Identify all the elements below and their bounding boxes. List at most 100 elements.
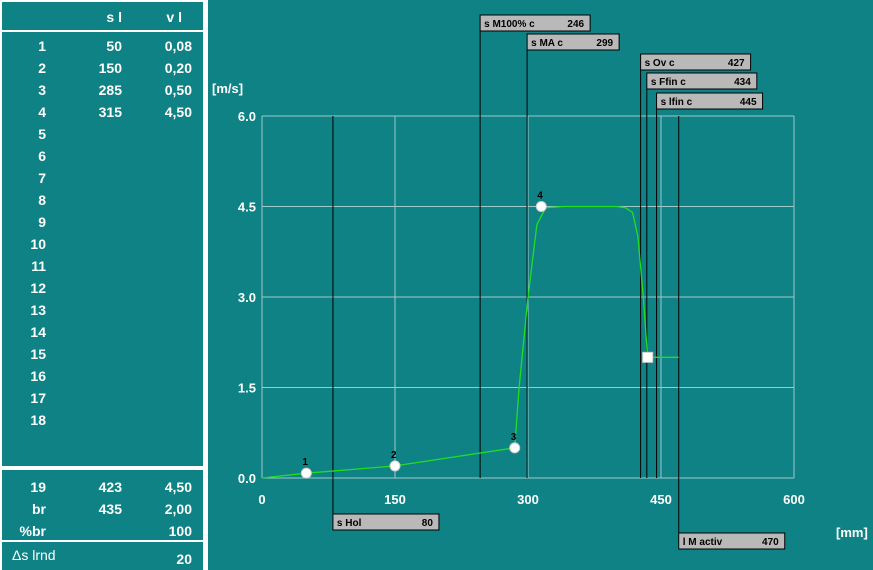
table-row[interactable]: br 435 2,00 (2, 501, 203, 523)
y-tick-label: 6.0 (238, 109, 256, 124)
table-row[interactable]: %br 100 (2, 523, 203, 545)
row-s-value[interactable]: 315 (98, 104, 122, 120)
row-index: 10 (30, 236, 46, 252)
x-tick-label: 600 (783, 492, 805, 507)
profile-point[interactable] (389, 460, 401, 472)
table-row[interactable]: 2 150 0,20 (2, 60, 203, 82)
marker-tag-box[interactable] (332, 513, 440, 531)
marker-tag-label: s lfin c (661, 97, 693, 108)
row-index: 18 (30, 412, 46, 428)
marker-tag[interactable]: s Hol 80 (332, 513, 440, 531)
row-v-value[interactable]: 0,08 (164, 38, 192, 54)
row-index: 1 (38, 38, 46, 54)
table-row[interactable]: 14 (2, 324, 203, 346)
row-index: 15 (30, 346, 46, 362)
chart-canvas: 0 150 300 450 600 0.0 1.5 3.0 4.5 6.0 [m/s] [mm] s M… (212, 14, 868, 550)
y-tick-label: 3.0 (238, 290, 256, 305)
marker-tag-box[interactable] (640, 53, 752, 71)
velocity-curve (261, 205, 679, 479)
marker-tag-label: s M100% c (484, 19, 535, 30)
profile-point-label: 2 (391, 450, 397, 461)
lrnd-value[interactable]: 20 (176, 551, 192, 567)
row-index: 5 (38, 126, 46, 142)
marker-tag-value: 445 (740, 97, 757, 108)
y-tick-label: 4.5 (238, 200, 256, 215)
table-row[interactable]: 15 (2, 346, 203, 368)
row-label: %br (19, 523, 46, 539)
marker-tag[interactable]: s lfin c 445 (656, 92, 764, 110)
x-tick-label: 300 (517, 492, 539, 507)
marker-tag[interactable]: l M activ 470 (678, 532, 786, 550)
table-row[interactable]: 18 (2, 412, 203, 434)
brake-point[interactable] (642, 351, 654, 363)
profile-point[interactable] (300, 467, 312, 479)
marker-tag-box[interactable] (646, 72, 758, 90)
row-v-value[interactable]: 0,50 (164, 82, 192, 98)
table-row[interactable]: 16 (2, 368, 203, 390)
marker-tag-value: 427 (728, 58, 745, 69)
marker-tag[interactable]: s MA c 299 (526, 33, 620, 51)
profile-point-label: 4 (537, 191, 543, 202)
row-index: 4 (38, 104, 46, 120)
marker-tag-box[interactable] (678, 532, 786, 550)
profile-point[interactable] (509, 442, 521, 454)
profile-point[interactable] (535, 201, 547, 212)
row-v-value[interactable]: 100 (168, 523, 192, 539)
marker-tag[interactable]: s Ffin c 434 (646, 72, 758, 90)
table-header: s l v l (2, 2, 203, 30)
table-row[interactable]: 17 (2, 390, 203, 412)
table-row[interactable]: 12 (2, 280, 203, 302)
row-index: 8 (38, 192, 46, 208)
table-row[interactable]: 5 (2, 126, 203, 148)
marker-tag-value: 434 (734, 77, 751, 88)
x-tick-label: 450 (650, 492, 672, 507)
row-s-value[interactable]: 423 (98, 479, 122, 495)
marker-tag-value: 299 (596, 38, 613, 49)
row-label: br (32, 501, 46, 517)
marker-tag[interactable]: s Ov c 427 (640, 53, 752, 71)
marker-tag-box[interactable] (526, 33, 620, 51)
row-v-value[interactable]: 4,50 (164, 104, 192, 120)
table-row[interactable]: 11 (2, 258, 203, 280)
marker-tag-value: 80 (422, 518, 434, 529)
lrnd-label: Δs lrnd (12, 547, 56, 563)
marker-tag-value: 470 (762, 537, 779, 548)
marker-tag-label: s Ov c (645, 58, 675, 69)
row-s-value[interactable]: 285 (98, 82, 122, 98)
table-row[interactable]: 8 (2, 192, 203, 214)
table-row[interactable]: 13 (2, 302, 203, 324)
row-index: 2 (38, 60, 46, 76)
row-v-value[interactable]: 2,00 (164, 501, 192, 517)
lrnd-row[interactable]: Δs lrnd 20 (2, 542, 203, 570)
table-row[interactable]: 9 (2, 214, 203, 236)
y-tick-label: 1.5 (238, 381, 256, 396)
row-v-value[interactable]: 0,20 (164, 60, 192, 76)
marker-tag-box[interactable] (656, 92, 764, 110)
column-header-v: v l (166, 9, 182, 25)
row-label: 19 (30, 479, 46, 495)
points-table: 1 50 0,08 2 150 0,20 3 285 0,50 4 315 4,50 5 6 7 8 9 10 11… (2, 32, 203, 466)
table-row[interactable]: 7 (2, 170, 203, 192)
column-header-s: s l (106, 9, 122, 25)
row-s-value[interactable]: 435 (98, 501, 122, 517)
profile-point-label: 3 (511, 432, 517, 443)
marker-tag-box[interactable] (479, 14, 591, 32)
marker-tag-label: s Ffin c (651, 77, 686, 88)
profile-point-label: 1 (302, 457, 308, 468)
table-row[interactable]: 4 315 4,50 (2, 104, 203, 126)
marker-tag[interactable]: s M100% c 246 (479, 14, 591, 32)
table-row[interactable]: 10 (2, 236, 203, 258)
table-row[interactable]: 19 423 4,50 (2, 479, 203, 501)
row-index: 13 (30, 302, 46, 318)
row-s-value[interactable]: 50 (106, 38, 122, 54)
velocity-chart: 0 150 300 450 600 0.0 1.5 3.0 4.5 6.0 [m/s] [mm] s M… (208, 0, 873, 570)
marker-tag-label: s MA c (531, 38, 563, 49)
x-tick-label: 0 (258, 492, 265, 507)
table-row[interactable]: 6 (2, 148, 203, 170)
row-s-value[interactable]: 150 (98, 60, 122, 76)
table-row[interactable]: 3 285 0,50 (2, 82, 203, 104)
row-v-value[interactable]: 4,50 (164, 479, 192, 495)
marker-tag-label: l M activ (683, 537, 723, 548)
marker-tag-label: s Hol (337, 518, 362, 529)
table-row[interactable]: 1 50 0,08 (2, 38, 203, 60)
